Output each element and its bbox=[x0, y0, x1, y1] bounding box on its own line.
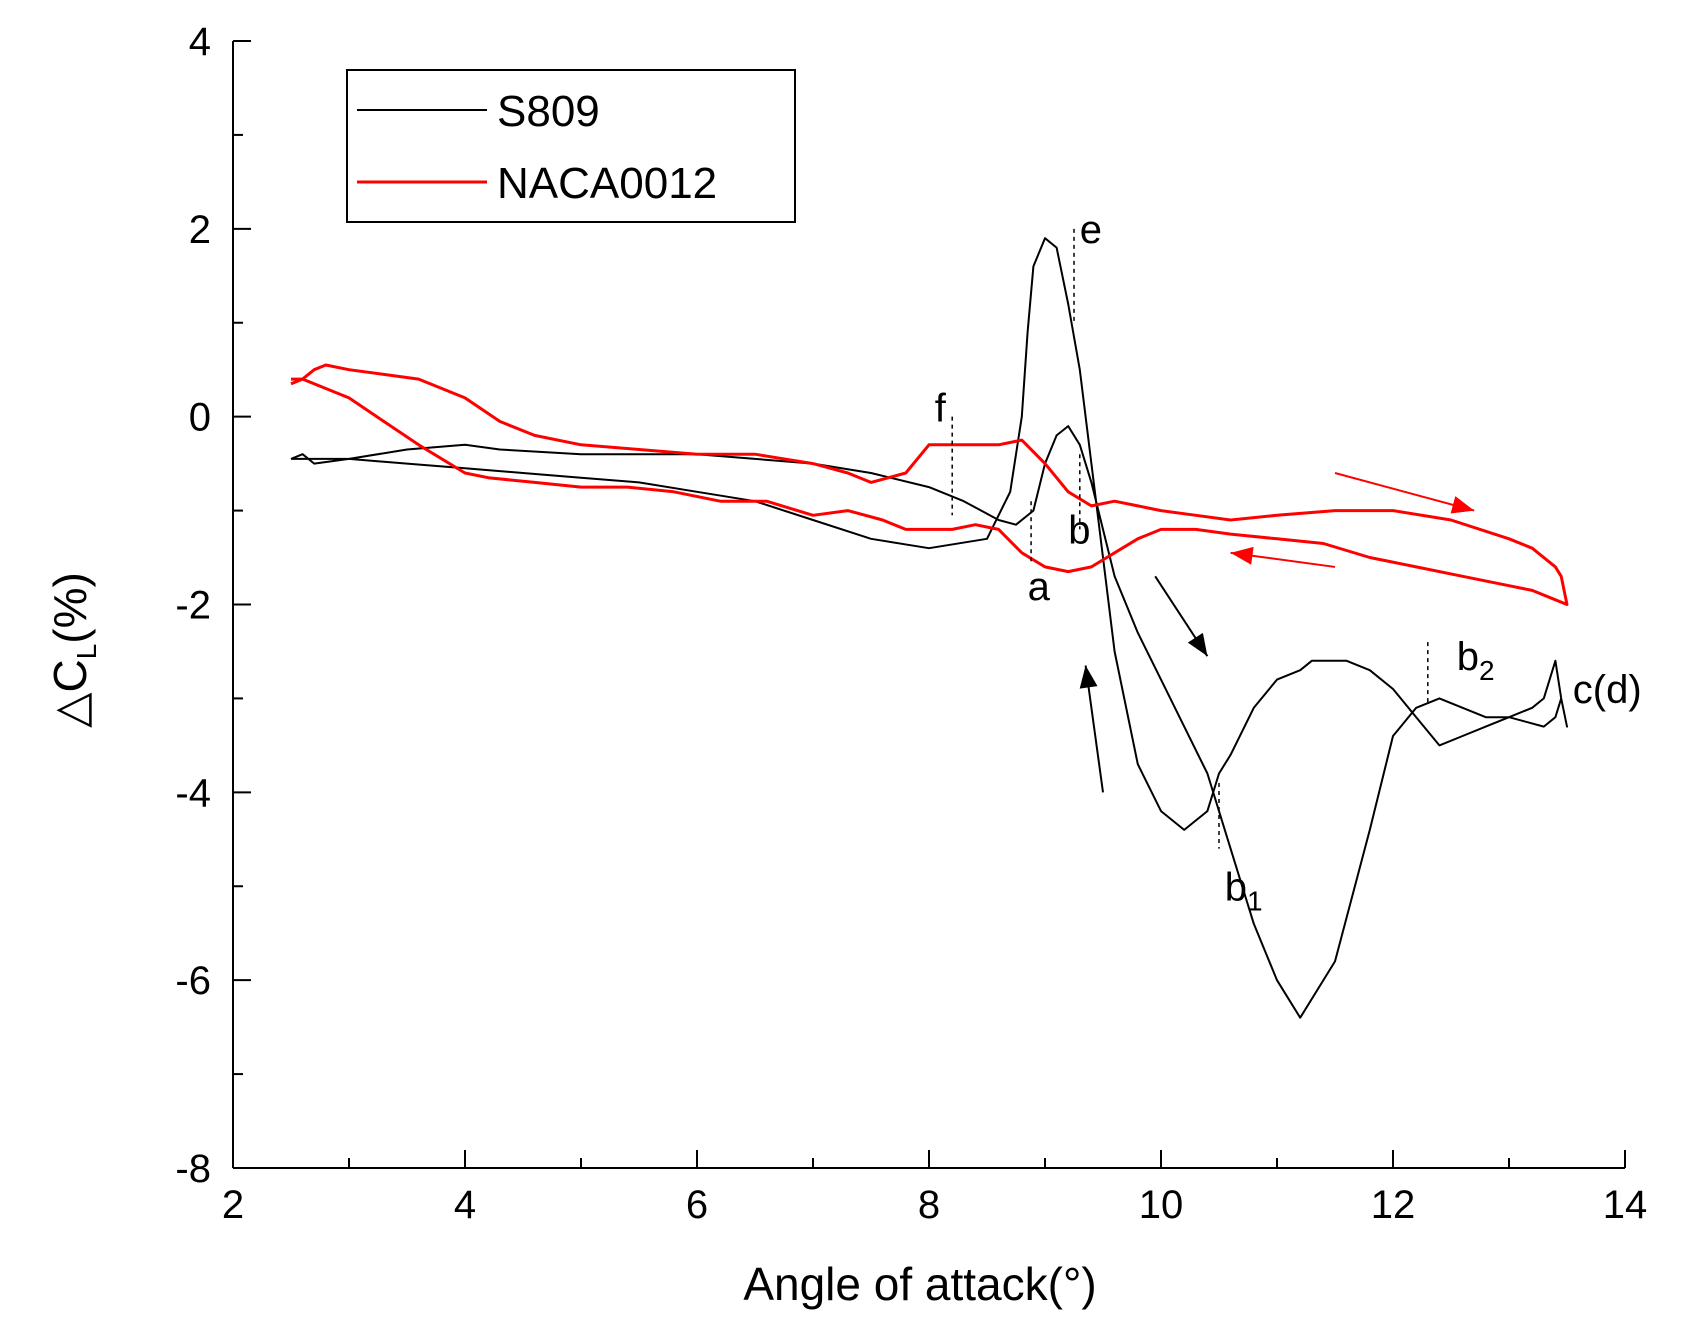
x-axis-title: Angle of attack(°) bbox=[743, 1258, 1096, 1310]
direction-arrow-head bbox=[1230, 546, 1254, 565]
legend: S809 NACA0012 bbox=[346, 69, 796, 223]
y-axis-title: △CL(%) bbox=[44, 572, 102, 728]
y-axis-title-main: △C bbox=[44, 659, 96, 728]
y-axis-title-sub: L bbox=[71, 644, 102, 660]
y-tick-label: 4 bbox=[189, 20, 211, 64]
annotations: e f ba b1 b2 c(d) bbox=[935, 208, 1642, 916]
legend-label-s809: S809 bbox=[497, 87, 600, 136]
y-tick-label: -2 bbox=[175, 584, 211, 628]
x-tick-label: 8 bbox=[918, 1183, 940, 1227]
legend-label-naca0012: NACA0012 bbox=[497, 159, 717, 208]
legend-box bbox=[346, 69, 796, 223]
y-tick-label: 2 bbox=[189, 208, 211, 252]
direction-arrow-head bbox=[1450, 496, 1475, 514]
annotation-label: c(d) bbox=[1573, 668, 1642, 712]
y-tick-label: -6 bbox=[175, 959, 211, 1003]
x-tick-label: 12 bbox=[1371, 1183, 1416, 1227]
series-layer bbox=[290, 237, 1569, 1019]
x-tick-label: 10 bbox=[1139, 1183, 1184, 1227]
direction-arrow-head bbox=[1187, 632, 1208, 657]
x-tick-label: 4 bbox=[454, 1183, 476, 1227]
annotation-label: a bbox=[1028, 565, 1051, 609]
annotation-label: e bbox=[1080, 208, 1102, 252]
x-tick-label: 6 bbox=[686, 1183, 708, 1227]
series-line-s809 bbox=[290, 237, 1568, 1019]
y-tick-label: -8 bbox=[175, 1147, 211, 1191]
svg-text:△CL(%): △CL(%) bbox=[44, 572, 102, 728]
direction-arrow-head bbox=[1079, 665, 1098, 689]
direction-arrow-shaft bbox=[1334, 472, 1475, 512]
annotation-label: b2 bbox=[1457, 635, 1495, 686]
axes: 2 4 6 8 10 12 14 -8 -6 -4 -2 0 2 4 bbox=[175, 20, 1647, 1227]
y-tick-label: 0 bbox=[189, 396, 211, 440]
annotation-label: b1 bbox=[1225, 865, 1263, 916]
y-tick-label: -4 bbox=[175, 771, 211, 815]
series-line-naca0012 bbox=[290, 363, 1569, 606]
y-axis-title-tail: (%) bbox=[44, 572, 96, 644]
annotation-label: b bbox=[1068, 508, 1090, 552]
annotation-label: f bbox=[935, 386, 947, 430]
x-tick-label: 2 bbox=[222, 1183, 244, 1227]
x-tick-label: 14 bbox=[1603, 1183, 1648, 1227]
